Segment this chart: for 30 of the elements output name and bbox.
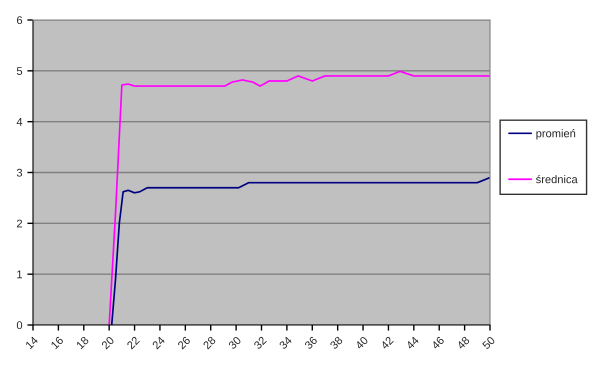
x-tick-label: 44: [406, 336, 420, 350]
x-tick-label: 28: [202, 336, 216, 350]
legend-label: promień: [536, 129, 576, 140]
x-tick-label: 46: [430, 336, 445, 350]
y-tick-label: 3: [16, 168, 22, 177]
x-tick-label: 40: [354, 336, 369, 350]
x-tick-label: 18: [76, 336, 90, 350]
x-tick-label: 32: [253, 336, 267, 350]
y-tick-label: 5: [16, 67, 22, 75]
y-tick-label: 2: [16, 220, 22, 228]
x-tick-label: 48: [456, 336, 470, 350]
x-tick-label: 34: [278, 336, 292, 350]
x-tick-label: 30: [228, 336, 242, 350]
x-tick-label: 38: [329, 336, 344, 350]
y-tick-label: 6: [16, 16, 22, 24]
x-tick-label: 24: [152, 336, 166, 350]
x-tick-label: 16: [50, 336, 64, 350]
x-tick-label: 22: [126, 336, 140, 350]
x-tick-label: 14: [25, 336, 38, 350]
x-tick-label: 36: [304, 336, 318, 350]
x-tick-label: 20: [101, 336, 115, 350]
x-tick-label: 26: [177, 336, 191, 350]
y-tick-label: 4: [16, 118, 22, 126]
line-series: [108, 70, 490, 325]
y-tick-label: 0: [16, 321, 22, 330]
line-series: [110, 176, 490, 325]
x-tick-label: 42: [380, 336, 394, 350]
legend-label: średnica: [536, 174, 578, 184]
y-tick-label: 1: [17, 270, 22, 278]
x-tick-label: 50: [482, 336, 496, 350]
